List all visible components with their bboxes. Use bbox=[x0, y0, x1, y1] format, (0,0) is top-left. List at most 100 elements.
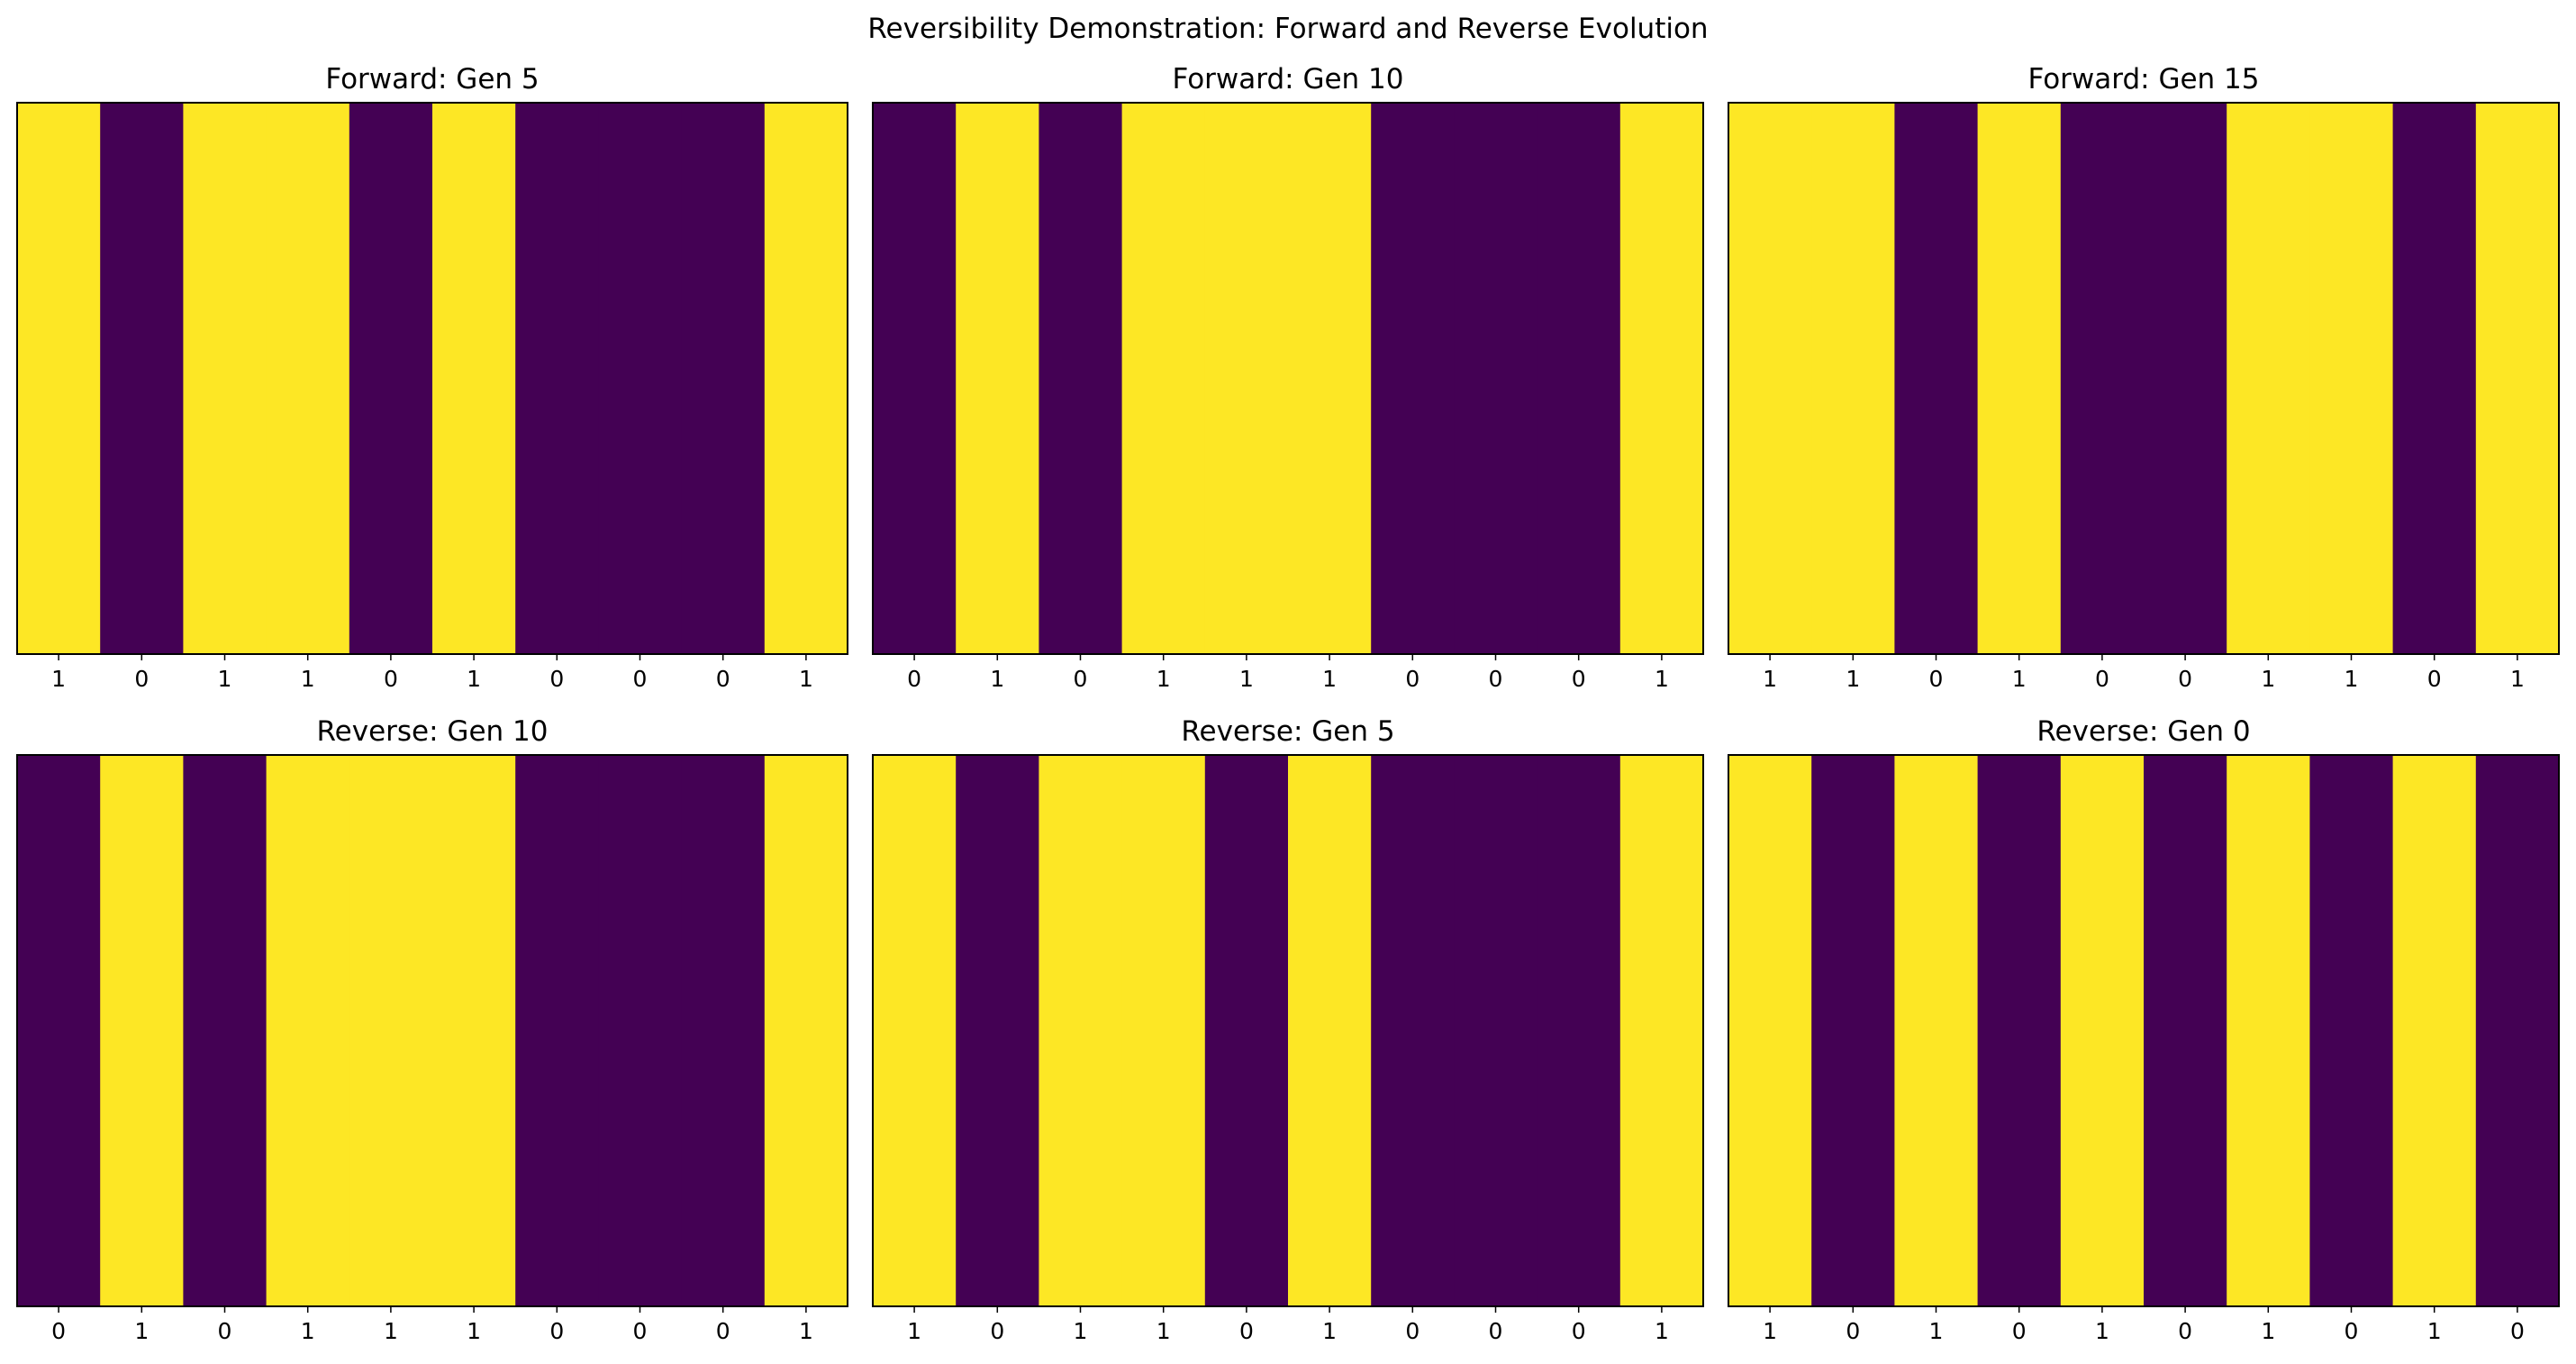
x-tick-label: 1 bbox=[2012, 666, 2027, 692]
heatmap-cell bbox=[1894, 755, 1979, 1306]
panel-title: Reverse: Gen 0 bbox=[2036, 715, 2250, 748]
x-tick-label: 0 bbox=[1572, 666, 1586, 692]
x-tick-label: 0 bbox=[716, 1318, 730, 1344]
panel-frame bbox=[872, 754, 1704, 1307]
x-tick-label: 0 bbox=[51, 1318, 66, 1344]
heatmap-cell bbox=[2392, 755, 2477, 1306]
x-tick-label: 0 bbox=[633, 666, 648, 692]
heatmap-cell bbox=[2227, 755, 2310, 1306]
x-tick-label: 1 bbox=[2427, 1318, 2442, 1344]
x-tick-label: 1 bbox=[907, 1318, 921, 1344]
heatmap-cell bbox=[1121, 103, 1206, 654]
heatmap-cell bbox=[1811, 103, 1895, 654]
x-tick-label: 0 bbox=[1405, 666, 1420, 692]
heatmap-cell bbox=[1811, 755, 1895, 1306]
panels-group: Forward: Gen 5 1 0 1 1 0 1 0 0 0 1 Forward: Gen 10 0… bbox=[16, 63, 2560, 1344]
heatmap-cell bbox=[2144, 755, 2227, 1306]
heatmap-cell bbox=[17, 103, 101, 654]
heatmap-cell bbox=[1204, 103, 1289, 654]
heatmap-cell bbox=[2475, 103, 2560, 654]
heatmap-cell bbox=[349, 755, 433, 1306]
x-tick-label: 0 bbox=[1489, 1318, 1503, 1344]
x-tick-label: 0 bbox=[2012, 1318, 2027, 1344]
x-tick-label: 0 bbox=[1239, 1318, 1254, 1344]
x-tick-label: 1 bbox=[2345, 666, 2359, 692]
x-tick-label: 1 bbox=[51, 666, 66, 692]
heatmap-cell bbox=[1977, 103, 2062, 654]
heatmap-cell bbox=[1728, 755, 1812, 1306]
x-tick-label: 1 bbox=[799, 666, 813, 692]
x-tick-label: 0 bbox=[1929, 666, 1944, 692]
heatmap-cell bbox=[1454, 755, 1538, 1306]
x-tick-label: 1 bbox=[2261, 666, 2275, 692]
x-tick-label: 1 bbox=[467, 1318, 481, 1344]
x-tick-label: 1 bbox=[1929, 1318, 1944, 1344]
x-tick-label: 1 bbox=[1156, 1318, 1171, 1344]
heatmap-cell bbox=[764, 103, 848, 654]
figure-title: Reversibility Demonstration: Forward and… bbox=[867, 13, 1708, 45]
x-tick-label: 0 bbox=[384, 666, 398, 692]
panel-title: Forward: Gen 15 bbox=[2027, 63, 2259, 95]
x-tick-label: 0 bbox=[2178, 666, 2192, 692]
x-tick-label: 0 bbox=[633, 1318, 648, 1344]
x-tick-label: 1 bbox=[1074, 1318, 1088, 1344]
heatmap-cell bbox=[100, 103, 184, 654]
x-tick-label: 1 bbox=[1763, 666, 1777, 692]
heatmap-cell bbox=[1728, 103, 1812, 654]
x-tick-label: 1 bbox=[218, 666, 232, 692]
x-tick-label: 1 bbox=[467, 666, 481, 692]
x-tick-label: 0 bbox=[1572, 1318, 1586, 1344]
x-tick-label: 1 bbox=[1655, 666, 1669, 692]
x-tick-label: 1 bbox=[1156, 666, 1171, 692]
heatmap-cell bbox=[598, 755, 683, 1306]
heatmap-cell bbox=[515, 755, 599, 1306]
x-tick-label: 0 bbox=[1846, 1318, 1860, 1344]
x-tick-label: 0 bbox=[2345, 1318, 2359, 1344]
panel-frame bbox=[872, 102, 1704, 655]
heatmap-cell bbox=[183, 755, 268, 1306]
x-tick-label: 0 bbox=[549, 1318, 564, 1344]
x-tick-label: 1 bbox=[990, 666, 1004, 692]
heatmap-cell bbox=[17, 755, 101, 1306]
x-tick-label: 0 bbox=[1489, 666, 1503, 692]
heatmap-cell bbox=[1039, 103, 1123, 654]
heatmap-cell bbox=[1619, 755, 1704, 1306]
x-tick-label: 1 bbox=[301, 666, 315, 692]
x-tick-label: 1 bbox=[1763, 1318, 1777, 1344]
heatmap-cell bbox=[598, 103, 683, 654]
x-tick-label: 1 bbox=[2095, 1318, 2109, 1344]
heatmap-cell bbox=[956, 103, 1039, 654]
heatmap-cell bbox=[2475, 755, 2560, 1306]
heatmap-panel: Forward: Gen 10 0 1 0 1 1 1 0 0 0 1 bbox=[872, 63, 1704, 692]
heatmap-cell bbox=[2309, 755, 2394, 1306]
panel-frame bbox=[1728, 102, 2560, 655]
x-tick-label: 0 bbox=[907, 666, 921, 692]
heatmap-cell bbox=[100, 755, 184, 1306]
heatmap-cell bbox=[1371, 103, 1455, 654]
heatmap-cell bbox=[681, 103, 766, 654]
heatmap-panel: Reverse: Gen 0 1 0 1 0 1 0 1 0 1 0 bbox=[1728, 715, 2560, 1344]
heatmap-cell bbox=[432, 103, 516, 654]
heatmap-cell bbox=[266, 103, 350, 654]
heatmap-cell bbox=[764, 755, 848, 1306]
heatmap-panel: Forward: Gen 5 1 0 1 1 0 1 0 0 0 1 bbox=[16, 63, 848, 692]
heatmap-cell bbox=[1039, 755, 1123, 1306]
x-tick-label: 0 bbox=[2095, 666, 2109, 692]
heatmap-cell bbox=[2060, 755, 2145, 1306]
panel-frame bbox=[16, 754, 848, 1307]
panel-frame bbox=[1728, 754, 2560, 1307]
x-tick-label: 0 bbox=[990, 1318, 1004, 1344]
x-tick-label: 1 bbox=[134, 1318, 149, 1344]
heatmap-cell bbox=[1619, 103, 1704, 654]
heatmap-cell bbox=[266, 755, 350, 1306]
x-tick-label: 0 bbox=[2178, 1318, 2192, 1344]
x-tick-label: 0 bbox=[1405, 1318, 1420, 1344]
x-tick-label: 0 bbox=[1074, 666, 1088, 692]
heatmap-cell bbox=[2060, 103, 2145, 654]
heatmap-cell bbox=[432, 755, 516, 1306]
heatmap-cell bbox=[2309, 103, 2394, 654]
panel-title: Reverse: Gen 5 bbox=[1181, 715, 1394, 748]
heatmap-cell bbox=[2227, 103, 2310, 654]
heatmap-cell bbox=[1894, 103, 1979, 654]
